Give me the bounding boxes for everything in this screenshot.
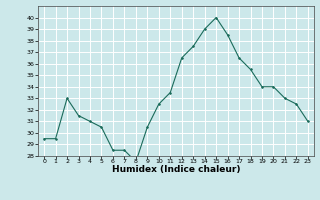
X-axis label: Humidex (Indice chaleur): Humidex (Indice chaleur) xyxy=(112,165,240,174)
